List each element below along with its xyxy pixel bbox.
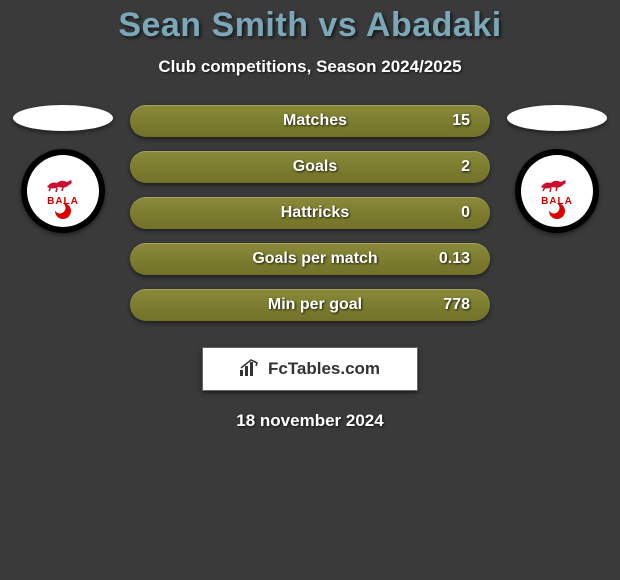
badge-inner-left: BALA [27, 155, 99, 227]
chart-icon [240, 358, 262, 381]
welsh-dragon-icon [43, 175, 83, 193]
stat-bar-goals-per-match: Goals per match 0.13 [130, 243, 490, 275]
stat-value: 778 [430, 296, 470, 314]
welsh-dragon-icon [537, 175, 577, 193]
stat-bar-min-per-goal: Min per goal 778 [130, 289, 490, 321]
player-right-column: BALA [502, 105, 612, 233]
stat-value: 0.13 [430, 250, 470, 268]
brand-link[interactable]: FcTables.com [202, 347, 418, 391]
stat-value: 0 [430, 204, 470, 222]
soccer-ball-icon [549, 203, 565, 219]
date-text: 18 november 2024 [0, 411, 620, 431]
player-left-placeholder [13, 105, 113, 131]
player-left-column: BALA [8, 105, 118, 233]
stat-value: 2 [430, 158, 470, 176]
stat-label: Goals per match [150, 250, 430, 268]
club-badge-left: BALA [21, 149, 105, 233]
soccer-ball-icon [55, 203, 71, 219]
club-badge-right: BALA [515, 149, 599, 233]
player-right-placeholder [507, 105, 607, 131]
stat-bar-hattricks: Hattricks 0 [130, 197, 490, 229]
badge-inner-right: BALA [521, 155, 593, 227]
stat-value: 15 [430, 112, 470, 130]
comparison-card: Sean Smith vs Abadaki Club competitions,… [0, 0, 620, 431]
stat-bar-matches: Matches 15 [130, 105, 490, 137]
stat-label: Hattricks [150, 204, 430, 222]
page-title: Sean Smith vs Abadaki [0, 6, 620, 45]
subtitle: Club competitions, Season 2024/2025 [0, 57, 620, 77]
brand-text: FcTables.com [268, 359, 380, 379]
stat-label: Goals [150, 158, 430, 176]
stat-bar-goals: Goals 2 [130, 151, 490, 183]
stat-label: Matches [150, 112, 430, 130]
stat-label: Min per goal [150, 296, 430, 314]
main-row: BALA Matches 15 Goals 2 Hattricks 0 Goal… [0, 105, 620, 335]
stats-column: Matches 15 Goals 2 Hattricks 0 Goals per… [118, 105, 502, 335]
